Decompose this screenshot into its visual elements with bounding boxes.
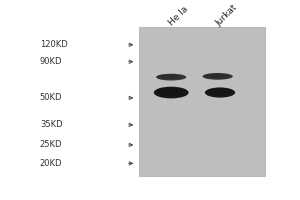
Ellipse shape — [202, 73, 233, 80]
Text: 20KD: 20KD — [40, 159, 62, 168]
Ellipse shape — [206, 88, 231, 95]
Text: 90KD: 90KD — [40, 57, 62, 66]
Ellipse shape — [154, 87, 189, 98]
Text: Jurkat: Jurkat — [214, 3, 239, 28]
Ellipse shape — [156, 74, 186, 81]
Ellipse shape — [158, 74, 182, 79]
Text: 25KD: 25KD — [40, 140, 62, 149]
Text: 120KD: 120KD — [40, 40, 68, 49]
Text: 50KD: 50KD — [40, 93, 62, 102]
Ellipse shape — [205, 87, 235, 98]
Text: 35KD: 35KD — [40, 120, 62, 129]
Ellipse shape — [155, 88, 183, 95]
Bar — [139, 27, 265, 176]
Text: He la: He la — [167, 5, 190, 28]
Ellipse shape — [204, 74, 228, 78]
